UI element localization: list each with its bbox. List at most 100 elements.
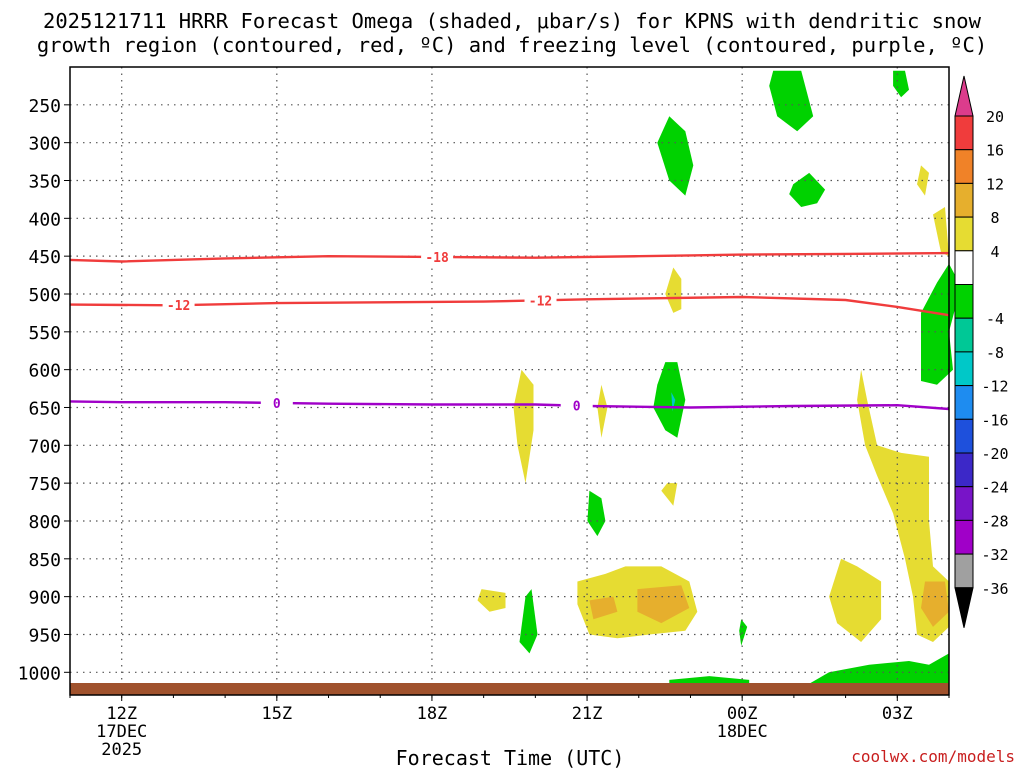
colorbar-label: -4 — [986, 310, 1004, 328]
omega-region-yellow — [661, 483, 678, 506]
colorbar-swatch — [954, 385, 974, 420]
omega-region-green — [893, 70, 909, 98]
colorbar-swatch — [954, 351, 974, 387]
omega-region-yellow — [665, 267, 682, 313]
colorbar-label: -12 — [981, 378, 1008, 396]
x-tick-label: 00Z — [727, 704, 758, 724]
omega-region-yellow — [917, 165, 929, 196]
colorbar-swatch — [954, 418, 974, 454]
omega-region-yellow — [597, 384, 608, 438]
colorbar-label: 4 — [990, 243, 999, 261]
colorbar-swatch — [954, 486, 974, 521]
colorbar-label: -8 — [986, 344, 1004, 362]
omega-region-green — [519, 589, 538, 654]
omega-region-green — [789, 172, 826, 207]
omega-region-orange_light — [589, 596, 618, 620]
colorbar-swatch — [954, 519, 974, 555]
colorbar-label: -32 — [981, 546, 1008, 564]
y-tick-label: 600 — [28, 361, 61, 382]
contour-red — [69, 251, 950, 263]
x-tick-label: 12Z — [106, 704, 137, 724]
y-tick-label: 950 — [28, 625, 61, 646]
x-axis-label: Forecast Time (UTC) — [396, 746, 625, 768]
x-tick-year: 2025 — [101, 740, 142, 760]
y-tick-label: 700 — [28, 436, 61, 457]
y-tick-label: 250 — [28, 96, 61, 117]
ground-bar — [70, 683, 949, 695]
y-tick-label: 500 — [28, 285, 61, 306]
omega-region-orange_light — [637, 585, 690, 624]
x-tick-label: 21Z — [572, 704, 603, 724]
omega-region-green — [769, 70, 814, 132]
omega-region-green — [653, 362, 686, 438]
y-tick-label: 1000 — [18, 663, 61, 684]
colorbar-swatch — [954, 149, 974, 184]
y-tick-label: 900 — [28, 588, 61, 609]
y-tick-label: 750 — [28, 474, 61, 495]
plot-frame — [69, 66, 950, 696]
colorbar-swatch — [954, 553, 974, 589]
omega-region-yellow — [513, 369, 534, 484]
y-axis: 250 300 350 400 450 500 550 600 650 700 750 800 850 9… — [18, 96, 70, 684]
colorbar-top-arrow — [954, 75, 974, 117]
x-tick-label: 18Z — [417, 704, 448, 724]
omega-region-yellow — [577, 566, 698, 639]
chart-title-line1: 2025121711 HRRR Forecast Omega (shaded, … — [43, 9, 982, 33]
y-tick-label: 400 — [28, 209, 61, 230]
omega-region-yellow — [829, 558, 882, 642]
omega-shading — [477, 70, 961, 695]
contour-purple — [69, 400, 950, 411]
colorbar-label: 20 — [986, 108, 1004, 126]
y-tick-label: 850 — [28, 550, 61, 571]
contour-label-bg — [162, 297, 195, 314]
contour-label: -18 — [425, 251, 449, 266]
colorbar-swatch — [954, 250, 974, 286]
colorbar-swatch — [954, 284, 974, 319]
colorbar-label: -28 — [981, 512, 1008, 530]
colorbar: 20 16 12 8 4 -4 -8 -12 -16 -20 -24 -28 -32 -36 — [954, 75, 1009, 628]
omega-region-yellow — [857, 369, 949, 642]
x-tick-label: 15Z — [261, 704, 292, 724]
colorbar-label: -36 — [981, 580, 1008, 598]
colorbar-label: -24 — [981, 479, 1008, 497]
colorbar-swatch — [954, 182, 974, 218]
contour-label-bg — [524, 292, 557, 309]
omega-region-yellow — [477, 589, 506, 612]
y-tick-label: 800 — [28, 512, 61, 533]
colorbar-label: -16 — [981, 411, 1008, 429]
omega-region-green — [739, 619, 748, 646]
omega-region-green — [657, 116, 694, 196]
omega-region-yellow — [933, 207, 949, 257]
chart-title-line2: growth region (contoured, red, ºC) and f… — [37, 33, 987, 57]
colorbar-swatch — [954, 216, 974, 252]
colorbar-label: 8 — [990, 209, 999, 227]
y-tick-label: 350 — [28, 171, 61, 192]
x-tick-label: 03Z — [882, 704, 913, 724]
y-tick-label: 550 — [28, 323, 61, 344]
omega-region-green — [921, 263, 961, 385]
colorbar-swatch — [954, 317, 974, 353]
colorbar-label: -20 — [981, 445, 1008, 463]
colorbar-swatch — [954, 452, 974, 488]
y-tick-label: 450 — [28, 247, 61, 268]
omega-region-orange_light — [921, 581, 949, 627]
contour-label-bg — [421, 248, 454, 265]
contour-label: 0 — [573, 400, 581, 415]
contour-label-bg — [260, 394, 293, 411]
contour-red — [69, 295, 950, 317]
contour-label-bg — [560, 397, 593, 414]
colorbar-bottom-arrow — [954, 587, 974, 628]
contour-label: -12 — [529, 294, 552, 309]
y-tick-label: 300 — [28, 134, 61, 155]
grid-lines — [70, 67, 949, 695]
contour-label: -12 — [167, 299, 190, 314]
omega-region-green — [587, 490, 606, 537]
colorbar-label: 12 — [986, 175, 1004, 193]
x-tick-date: 18DEC — [717, 722, 768, 742]
contour-label: 0 — [273, 397, 281, 412]
colorbar-swatch — [954, 115, 974, 151]
